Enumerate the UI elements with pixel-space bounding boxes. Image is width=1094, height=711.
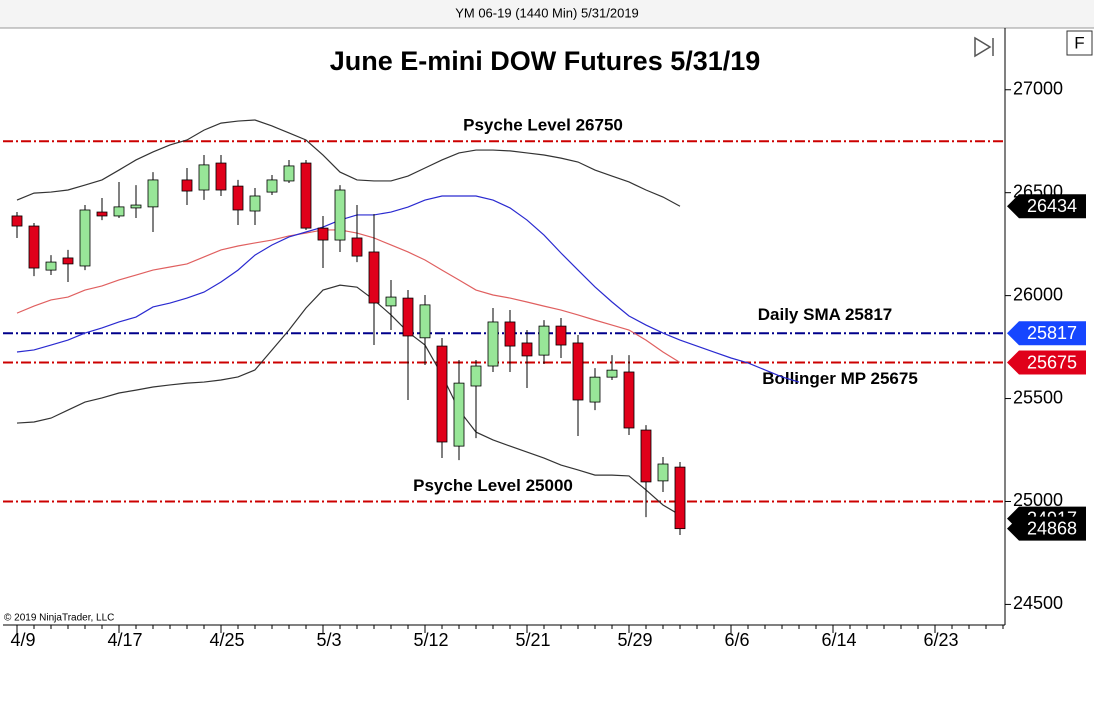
candle-body	[181, 179, 193, 192]
candle-body	[317, 227, 329, 241]
candle-body	[674, 466, 686, 530]
indicator-line	[16, 284, 681, 516]
price-badge-label: 25675	[1027, 352, 1077, 372]
candle-body	[555, 325, 567, 346]
y-tick-label: 26000	[1013, 284, 1063, 304]
candle-body	[368, 251, 380, 304]
play-icon[interactable]	[974, 36, 994, 58]
candle-body	[266, 179, 278, 193]
candle-body	[79, 209, 91, 267]
level-label: Daily SMA 25817	[758, 305, 893, 324]
price-badge	[1007, 194, 1086, 219]
x-tick-label: 4/17	[107, 630, 142, 650]
candle-body	[623, 371, 635, 429]
candle-body	[215, 162, 227, 191]
x-tick-label: 5/12	[413, 630, 448, 650]
play-triangle	[974, 36, 992, 58]
indicator-line	[16, 229, 681, 364]
candle-body	[45, 261, 57, 271]
y-tick-label: 25000	[1013, 490, 1063, 510]
indicator-line	[16, 195, 800, 383]
x-tick-label: 5/29	[617, 630, 652, 650]
candle-body	[249, 195, 261, 212]
candle-body	[62, 257, 74, 265]
candle-body	[11, 215, 23, 227]
copyright: © 2019 NinjaTrader, LLC	[4, 613, 114, 624]
price-badge	[1007, 516, 1086, 541]
candle-body	[300, 162, 312, 229]
candle-body	[28, 225, 40, 269]
button[interactable]	[1066, 30, 1093, 56]
candle-body	[130, 204, 142, 209]
level-label: Psyche Level 26750	[463, 116, 623, 135]
candle-body	[538, 325, 550, 356]
candle-body	[198, 164, 210, 191]
candle-body	[419, 304, 431, 339]
header-bar	[0, 0, 1094, 28]
indicator-line	[16, 119, 681, 207]
price-badge-label: 25817	[1027, 323, 1077, 343]
level-label: Bollinger MP 25675	[762, 369, 918, 388]
candle-body	[402, 297, 414, 337]
candle-body	[334, 189, 346, 241]
y-tick-label: 24500	[1013, 593, 1063, 613]
y-tick-label: 27000	[1013, 79, 1063, 99]
price-badge	[1007, 350, 1086, 375]
candle-body	[470, 365, 482, 387]
x-tick-label: 5/21	[515, 630, 550, 650]
candle-body	[504, 321, 516, 347]
candle-body	[572, 342, 584, 401]
price-badge	[1007, 321, 1086, 346]
level-label: Psyche Level 25000	[413, 476, 573, 495]
y-tick-label: 25500	[1013, 387, 1063, 407]
candle-body	[606, 369, 618, 378]
x-tick-label: 5/3	[316, 630, 341, 650]
candle-body	[385, 296, 397, 307]
x-tick-label: 6/14	[821, 630, 856, 650]
candle-body	[487, 321, 499, 367]
x-tick-label: 4/25	[209, 630, 244, 650]
candle-body	[113, 206, 125, 217]
chart-title: June E-mini DOW Futures 5/31/19	[330, 46, 761, 76]
candle-body	[436, 345, 448, 443]
candle-body	[589, 376, 601, 403]
candle-body	[283, 165, 295, 182]
candle-body	[657, 463, 669, 482]
price-badge-label: 24868	[1027, 518, 1077, 538]
candle-body	[351, 237, 363, 257]
x-tick-label: 6/6	[724, 630, 749, 650]
button-label[interactable]: F	[1074, 33, 1084, 52]
candle-body	[96, 211, 108, 217]
price-badge-label: 26434	[1027, 196, 1077, 216]
candle-body	[453, 382, 465, 447]
candle-body	[521, 342, 533, 357]
candle-body	[640, 429, 652, 483]
header: YM 06-19 (1440 Min) 5/31/2019	[455, 5, 639, 20]
candle-body	[147, 179, 159, 208]
x-tick-label: 6/23	[923, 630, 958, 650]
candle-body	[232, 185, 244, 211]
x-tick-label: 4/9	[10, 630, 35, 650]
